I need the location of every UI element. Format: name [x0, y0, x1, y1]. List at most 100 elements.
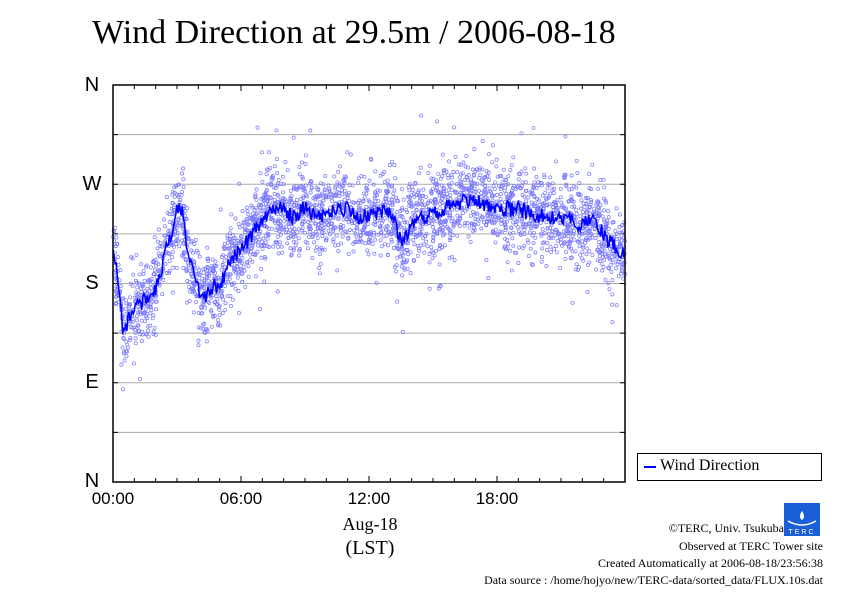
scatter-point — [336, 249, 341, 254]
scatter-point — [561, 229, 566, 234]
scatter-point — [475, 182, 480, 187]
scatter-point — [421, 187, 426, 192]
scatter-point — [376, 199, 381, 204]
scatter-point — [137, 294, 142, 299]
scatter-point — [429, 245, 434, 250]
scatter-point — [498, 186, 503, 191]
scatter-point — [619, 271, 624, 276]
scatter-point — [204, 339, 209, 344]
scatter-point — [554, 250, 559, 255]
scatter-point — [526, 221, 531, 226]
scatter-point — [141, 311, 146, 316]
scatter-point — [230, 297, 235, 302]
scatter-point — [555, 239, 560, 244]
scatter-point — [432, 202, 437, 207]
scatter-point — [577, 181, 582, 186]
scatter-point — [395, 246, 400, 251]
scatter-point — [379, 244, 384, 249]
scatter-point — [315, 231, 320, 236]
scatter-point — [245, 260, 249, 264]
scatter-point — [601, 264, 606, 269]
scatter-point — [202, 278, 207, 283]
scatter-point — [219, 294, 224, 299]
scatter-point — [495, 174, 500, 179]
x-tick-label: 06:00 — [219, 489, 263, 508]
scatter-point — [130, 325, 135, 330]
scatter-point — [259, 244, 264, 249]
scatter-point — [196, 343, 201, 348]
scatter-point — [253, 192, 258, 197]
scatter-point — [607, 255, 612, 260]
scatter-point — [128, 336, 133, 341]
scatter-point — [259, 150, 264, 155]
scatter-point — [204, 276, 209, 281]
scatter-point — [407, 203, 412, 208]
scatter-point — [309, 204, 314, 209]
scatter-point — [496, 213, 501, 218]
scatter-point — [292, 186, 297, 191]
scatter-point — [372, 251, 377, 256]
scatter-point — [230, 242, 235, 247]
scatter-point — [601, 242, 606, 247]
scatter-point — [487, 186, 492, 191]
scatter-point — [533, 250, 538, 255]
scatter-point — [517, 245, 522, 250]
scatter-point — [162, 217, 167, 222]
scatter-point — [351, 249, 356, 254]
scatter-point — [172, 194, 177, 199]
scatter-point — [320, 234, 325, 238]
scatter-point — [276, 193, 281, 198]
scatter-point — [543, 196, 548, 201]
scatter-point — [281, 182, 286, 187]
scatter-point — [266, 202, 271, 207]
scatter-point — [331, 237, 336, 242]
scatter-point — [130, 283, 135, 288]
scatter-point — [201, 285, 206, 290]
scatter-point — [276, 178, 281, 182]
scatter-point — [446, 176, 451, 180]
scatter-point — [239, 272, 244, 277]
scatter-point — [416, 246, 421, 251]
scatter-point — [415, 202, 420, 207]
scatter-point — [390, 159, 395, 164]
scatter-point — [408, 271, 413, 275]
scatter-point — [599, 261, 604, 266]
scatter-point — [502, 177, 507, 182]
scatter-point — [123, 306, 128, 311]
scatter-point — [542, 172, 547, 177]
scatter-point — [293, 234, 298, 239]
scatter-point — [315, 235, 320, 240]
scatter-point — [538, 180, 543, 185]
scatter-point — [118, 284, 123, 289]
scatter-point — [436, 286, 441, 291]
scatter-point — [548, 175, 553, 180]
scatter-point — [140, 284, 145, 289]
scatter-point — [530, 191, 535, 196]
y-tick-label: W — [82, 173, 102, 195]
scatter-point — [615, 262, 620, 267]
scatter-point — [243, 227, 248, 232]
scatter-point — [162, 224, 167, 229]
scatter-point — [617, 260, 622, 264]
scatter-point — [352, 221, 357, 225]
scatter-point — [255, 240, 260, 245]
scatter-point — [148, 301, 153, 306]
scatter-point — [327, 219, 331, 223]
scatter-point — [300, 226, 305, 231]
scatter-point — [258, 307, 263, 311]
scatter-point — [151, 272, 156, 277]
scatter-point — [469, 221, 474, 226]
scatter-point — [241, 264, 246, 269]
scatter-point — [292, 232, 297, 237]
scatter-point — [114, 302, 118, 307]
scatter-point — [212, 263, 217, 268]
scatter-point — [528, 246, 533, 251]
scatter-point — [330, 198, 335, 203]
scatter-point — [395, 244, 400, 248]
scatter-point — [455, 170, 459, 175]
scatter-point — [187, 289, 192, 294]
scatter-point — [500, 214, 505, 219]
scatter-point — [315, 245, 319, 250]
scatter-point — [552, 247, 556, 252]
scatter-point — [336, 190, 341, 195]
